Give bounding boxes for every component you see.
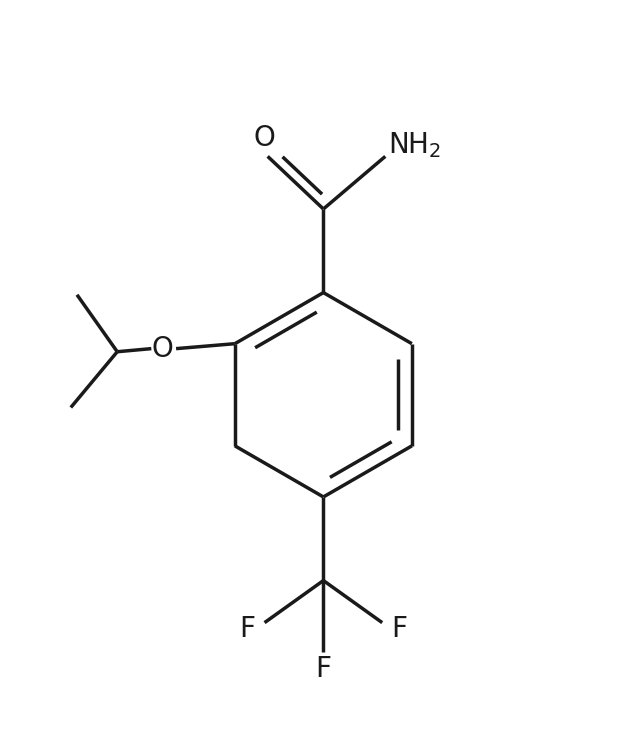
Text: NH$_2$: NH$_2$ bbox=[388, 130, 442, 160]
Text: F: F bbox=[315, 655, 332, 683]
Text: F: F bbox=[239, 615, 255, 643]
Text: O: O bbox=[152, 334, 174, 363]
Text: F: F bbox=[391, 615, 407, 643]
Text: O: O bbox=[254, 124, 276, 152]
